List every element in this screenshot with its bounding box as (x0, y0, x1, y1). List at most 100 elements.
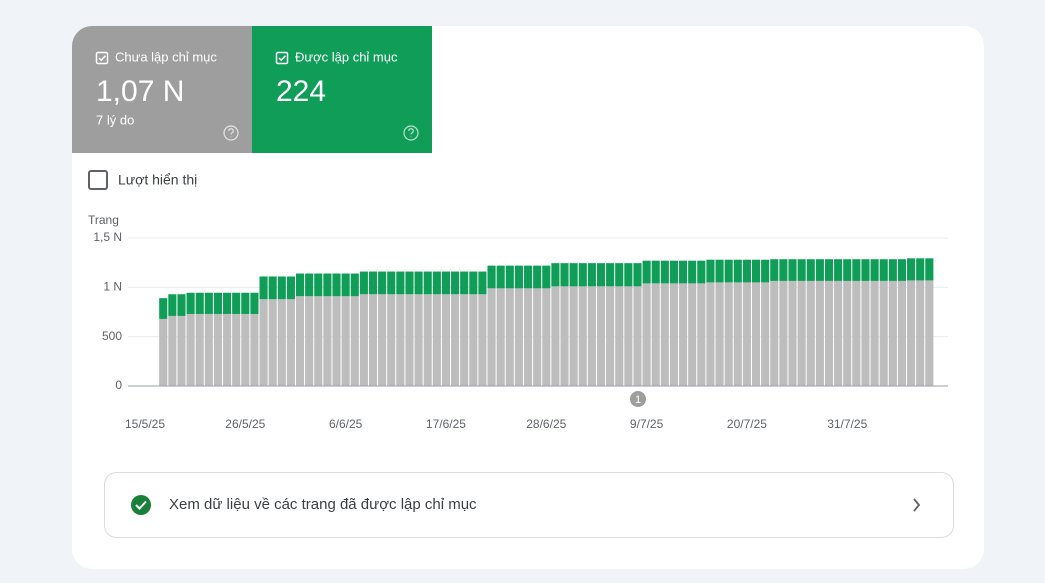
bar-segment (159, 318, 168, 386)
bar-segment (925, 258, 934, 281)
bar-segment (168, 315, 177, 386)
bar-segment (496, 288, 505, 386)
x-tick-label: 26/5/25 (225, 417, 265, 431)
bar-segment (606, 263, 615, 287)
bar-segment (669, 260, 679, 284)
bar-segment (660, 260, 669, 284)
bar-segment (852, 259, 861, 281)
x-tick-label: 31/7/25 (827, 417, 867, 431)
bar-segment (733, 282, 742, 386)
bar-segment (232, 313, 241, 386)
bar-segment (834, 259, 843, 281)
bar-segment (560, 263, 569, 287)
bar-segment (797, 280, 806, 386)
link-label: Xem dữ liệu về các trang đã được lập chỉ… (169, 496, 477, 513)
annotation-marker[interactable] (630, 391, 646, 407)
bar-segment (414, 271, 423, 295)
link-box[interactable] (104, 472, 954, 538)
checkbox[interactable] (88, 170, 108, 190)
bar-segment (305, 273, 314, 297)
bar-segment (432, 294, 441, 386)
bar-segment (259, 299, 268, 386)
bar-segment (350, 273, 359, 297)
card-value: 1,07 N (96, 75, 184, 108)
bar-segment (195, 313, 204, 386)
bar-segment (578, 286, 587, 386)
bar-segment (542, 265, 551, 289)
bar-segment (250, 292, 259, 314)
bar-segment (478, 294, 487, 386)
bar-segment (907, 280, 916, 386)
bar-segment (259, 276, 268, 300)
bar-segment (651, 283, 660, 386)
bar-segment (742, 259, 751, 283)
bar-segment (451, 271, 460, 295)
bar-segment (925, 280, 934, 386)
bar-segment (223, 292, 232, 314)
y-tick-label: 0 (115, 378, 122, 392)
help-icon[interactable] (223, 125, 419, 141)
bar-segment (697, 260, 706, 284)
bar-segment (387, 271, 396, 295)
bar-segment (551, 263, 560, 287)
bar-segment (505, 288, 514, 386)
bar-segment (843, 259, 852, 281)
bar-segment (897, 280, 907, 386)
x-tick-label: 28/6/25 (526, 417, 566, 431)
bar-segment (451, 294, 460, 386)
card-not-indexed[interactable] (72, 26, 252, 153)
chevron (913, 498, 921, 512)
bar-segment (751, 259, 761, 283)
bar-segment (806, 280, 815, 386)
bar-segment (706, 259, 715, 283)
bar-segment (359, 271, 368, 295)
bar-segment (396, 271, 405, 295)
bar-segment (505, 265, 514, 289)
bar-segment (460, 294, 469, 386)
bar-segment (706, 282, 715, 386)
bar-segment (907, 258, 916, 281)
check-mark (135, 500, 147, 510)
bar-segment (368, 271, 378, 295)
y-tick-label: 500 (102, 329, 122, 343)
bar-segment (514, 265, 523, 289)
bar-segment (268, 299, 277, 386)
plot: 0 500 1 N 1,5 N 15/5/25 26/5/25 6/6/25 17/6/25 2… (93, 230, 948, 431)
bar-segment (660, 283, 669, 386)
bar-segment (824, 259, 834, 281)
y-axis-label: Trang (88, 213, 119, 227)
bar-segment (733, 259, 742, 283)
bar-segment (697, 283, 706, 386)
bar-segment (423, 271, 432, 295)
bar-segment (387, 294, 396, 386)
bar-segment (514, 288, 523, 386)
bar-segment (295, 273, 305, 297)
bar-segment (633, 286, 642, 386)
bar-segment (897, 259, 907, 281)
bar-segment (587, 286, 596, 386)
bar-segment (569, 263, 578, 287)
bar-segment (615, 286, 624, 386)
bar-segment (724, 259, 733, 283)
bar-segment (715, 282, 724, 386)
bar-segment (751, 282, 761, 386)
bar-segment (615, 263, 624, 287)
bar-segment (469, 294, 478, 386)
bar-segment (724, 282, 733, 386)
bar-segment (688, 283, 697, 386)
bar-segment (168, 294, 177, 316)
bar-segment (761, 259, 770, 283)
bar-segment (186, 313, 195, 386)
bar-segment (679, 260, 688, 284)
bar-segment (587, 263, 596, 287)
bar-segment (441, 271, 451, 295)
bar-segment (560, 286, 569, 386)
bar-segment (186, 292, 195, 314)
bar-segment (396, 294, 405, 386)
bar-segment (870, 259, 879, 281)
bar-segment (523, 265, 533, 289)
bar-segment (323, 296, 332, 386)
bar-segment (286, 299, 295, 386)
bar-segment (378, 294, 387, 386)
card-indexed[interactable] (252, 26, 432, 153)
